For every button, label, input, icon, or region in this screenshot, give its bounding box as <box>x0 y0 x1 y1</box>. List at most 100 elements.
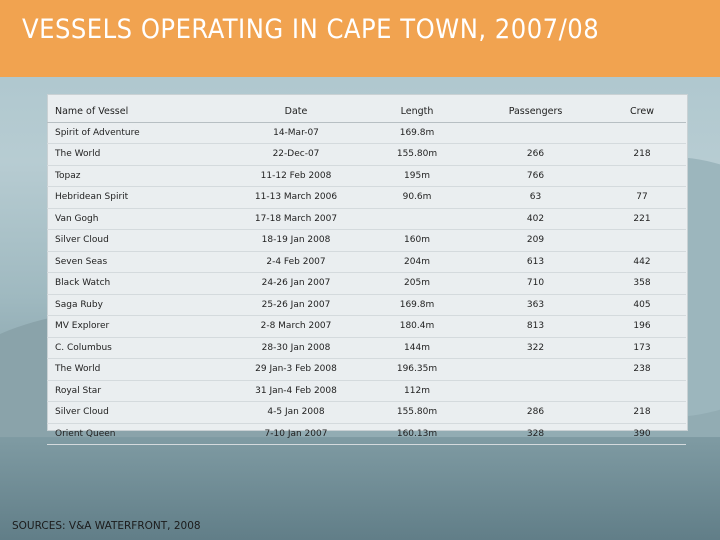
passengers-cell: 286 <box>473 401 598 424</box>
table-row: Spirit of Adventure 14-Mar-07 169.8m <box>47 122 686 144</box>
crew-cell: 77 <box>598 186 686 209</box>
passengers-cell: 322 <box>473 337 598 359</box>
length-cell: 180.4m <box>361 315 473 338</box>
table-row: Van Gogh 17-18 March 2007 402 221 <box>47 208 686 230</box>
vessel-name-cell: Topaz <box>47 165 231 187</box>
passengers-cell: 766 <box>473 165 598 187</box>
vessel-name-cell: C. Columbus <box>47 337 231 359</box>
length-cell: 169.8m <box>361 294 473 316</box>
date-cell: 4-5 Jan 2008 <box>231 401 361 424</box>
table-row: Saga Ruby 25-26 Jan 2007 169.8m 363 405 <box>47 294 686 316</box>
length-cell: 90.6m <box>361 186 473 209</box>
length-cell: 204m <box>361 251 473 273</box>
table-row: Hebridean Spirit 11-13 March 2006 90.6m 63 7… <box>47 186 686 209</box>
date-cell: 14-Mar-07 <box>231 122 361 144</box>
passengers-cell: 813 <box>473 315 598 338</box>
passengers-cell: 266 <box>473 143 598 166</box>
date-cell: 25-26 Jan 2007 <box>231 294 361 316</box>
length-cell: 160m <box>361 229 473 252</box>
passengers-cell: 209 <box>473 229 598 252</box>
crew-cell: 405 <box>598 294 686 316</box>
date-cell: 11-13 March 2006 <box>231 186 361 209</box>
crew-cell <box>598 122 686 144</box>
date-cell: 11-12 Feb 2008 <box>231 165 361 187</box>
length-cell: 205m <box>361 272 473 295</box>
vessel-name-cell: Orient Queen <box>47 423 231 445</box>
length-cell: 155.80m <box>361 143 473 166</box>
column-header-passengers: Passengers <box>473 101 598 123</box>
table-header-row: Name of Vessel Date Length Passengers Cr… <box>47 101 686 123</box>
table-body: Spirit of Adventure 14-Mar-07 169.8m The Wo… <box>47 122 686 445</box>
table-row: Seven Seas 2-4 Feb 2007 204m 613 442 <box>47 251 686 273</box>
crew-cell <box>598 229 686 252</box>
crew-cell <box>598 380 686 402</box>
passengers-cell: 710 <box>473 272 598 295</box>
slide-title: VESSELS OPERATING IN CAPE TOWN, 2007/08 <box>22 14 600 45</box>
length-cell: 196.35m <box>361 358 473 381</box>
table-row: Black Watch 24-26 Jan 2007 205m 710 358 <box>47 272 686 295</box>
table-row: Silver Cloud 18-19 Jan 2008 160m 209 <box>47 229 686 252</box>
vessel-name-cell: Silver Cloud <box>47 401 231 424</box>
table-row: C. Columbus 28-30 Jan 2008 144m 322 173 <box>47 337 686 359</box>
table-row: The World 29 Jan-3 Feb 2008 196.35m 238 <box>47 358 686 381</box>
date-cell: 24-26 Jan 2007 <box>231 272 361 295</box>
passengers-cell <box>473 380 598 402</box>
date-cell: 22-Dec-07 <box>231 143 361 166</box>
date-cell: 2-4 Feb 2007 <box>231 251 361 273</box>
table-row: The World 22-Dec-07 155.80m 266 218 <box>47 143 686 166</box>
date-cell: 17-18 March 2007 <box>231 208 361 230</box>
source-note: SOURCES: V&A WATERFRONT, 2008 <box>12 520 201 532</box>
crew-cell: 221 <box>598 208 686 230</box>
crew-cell: 218 <box>598 401 686 424</box>
vessel-name-cell: The World <box>47 143 231 166</box>
table-row: MV Explorer 2-8 March 2007 180.4m 813 196 <box>47 315 686 338</box>
passengers-cell <box>473 122 598 144</box>
passengers-cell: 613 <box>473 251 598 273</box>
date-cell: 31 Jan-4 Feb 2008 <box>231 380 361 402</box>
passengers-cell: 328 <box>473 423 598 445</box>
table-row: Topaz 11-12 Feb 2008 195m 766 <box>47 165 686 187</box>
vessel-name-cell: Hebridean Spirit <box>47 186 231 209</box>
column-header-length: Length <box>361 101 473 123</box>
passengers-cell: 63 <box>473 186 598 209</box>
column-header-date: Date <box>231 101 361 123</box>
date-cell: 18-19 Jan 2008 <box>231 229 361 252</box>
column-header-name: Name of Vessel <box>47 101 231 123</box>
date-cell: 2-8 March 2007 <box>231 315 361 338</box>
passengers-cell <box>473 358 598 381</box>
vessel-name-cell: The World <box>47 358 231 381</box>
crew-cell: 358 <box>598 272 686 295</box>
title-bar: VESSELS OPERATING IN CAPE TOWN, 2007/08 <box>0 0 720 77</box>
crew-cell: 442 <box>598 251 686 273</box>
passengers-cell: 402 <box>473 208 598 230</box>
length-cell: 169.8m <box>361 122 473 144</box>
length-cell: 155.80m <box>361 401 473 424</box>
vessel-name-cell: Spirit of Adventure <box>47 122 231 144</box>
crew-cell: 390 <box>598 423 686 445</box>
vessel-name-cell: Royal Star <box>47 380 231 402</box>
vessel-name-cell: Van Gogh <box>47 208 231 230</box>
vessel-name-cell: Black Watch <box>47 272 231 295</box>
vessel-name-cell: Saga Ruby <box>47 294 231 316</box>
length-cell <box>361 208 473 230</box>
date-cell: 7-10 Jan 2007 <box>231 423 361 445</box>
passengers-cell: 363 <box>473 294 598 316</box>
vessel-name-cell: Silver Cloud <box>47 229 231 252</box>
length-cell: 195m <box>361 165 473 187</box>
table-row: Silver Cloud 4-5 Jan 2008 155.80m 286 218 <box>47 401 686 424</box>
crew-cell: 218 <box>598 143 686 166</box>
table-row: Royal Star 31 Jan-4 Feb 2008 112m <box>47 380 686 402</box>
length-cell: 144m <box>361 337 473 359</box>
table-row: Orient Queen 7-10 Jan 2007 160.13m 328 390 <box>47 423 686 445</box>
vessel-name-cell: Seven Seas <box>47 251 231 273</box>
column-header-crew: Crew <box>598 101 686 123</box>
background-water <box>0 437 720 540</box>
crew-cell: 173 <box>598 337 686 359</box>
length-cell: 160.13m <box>361 423 473 445</box>
crew-cell: 196 <box>598 315 686 338</box>
crew-cell: 238 <box>598 358 686 381</box>
crew-cell <box>598 165 686 187</box>
vessel-name-cell: MV Explorer <box>47 315 231 338</box>
date-cell: 29 Jan-3 Feb 2008 <box>231 358 361 381</box>
length-cell: 112m <box>361 380 473 402</box>
